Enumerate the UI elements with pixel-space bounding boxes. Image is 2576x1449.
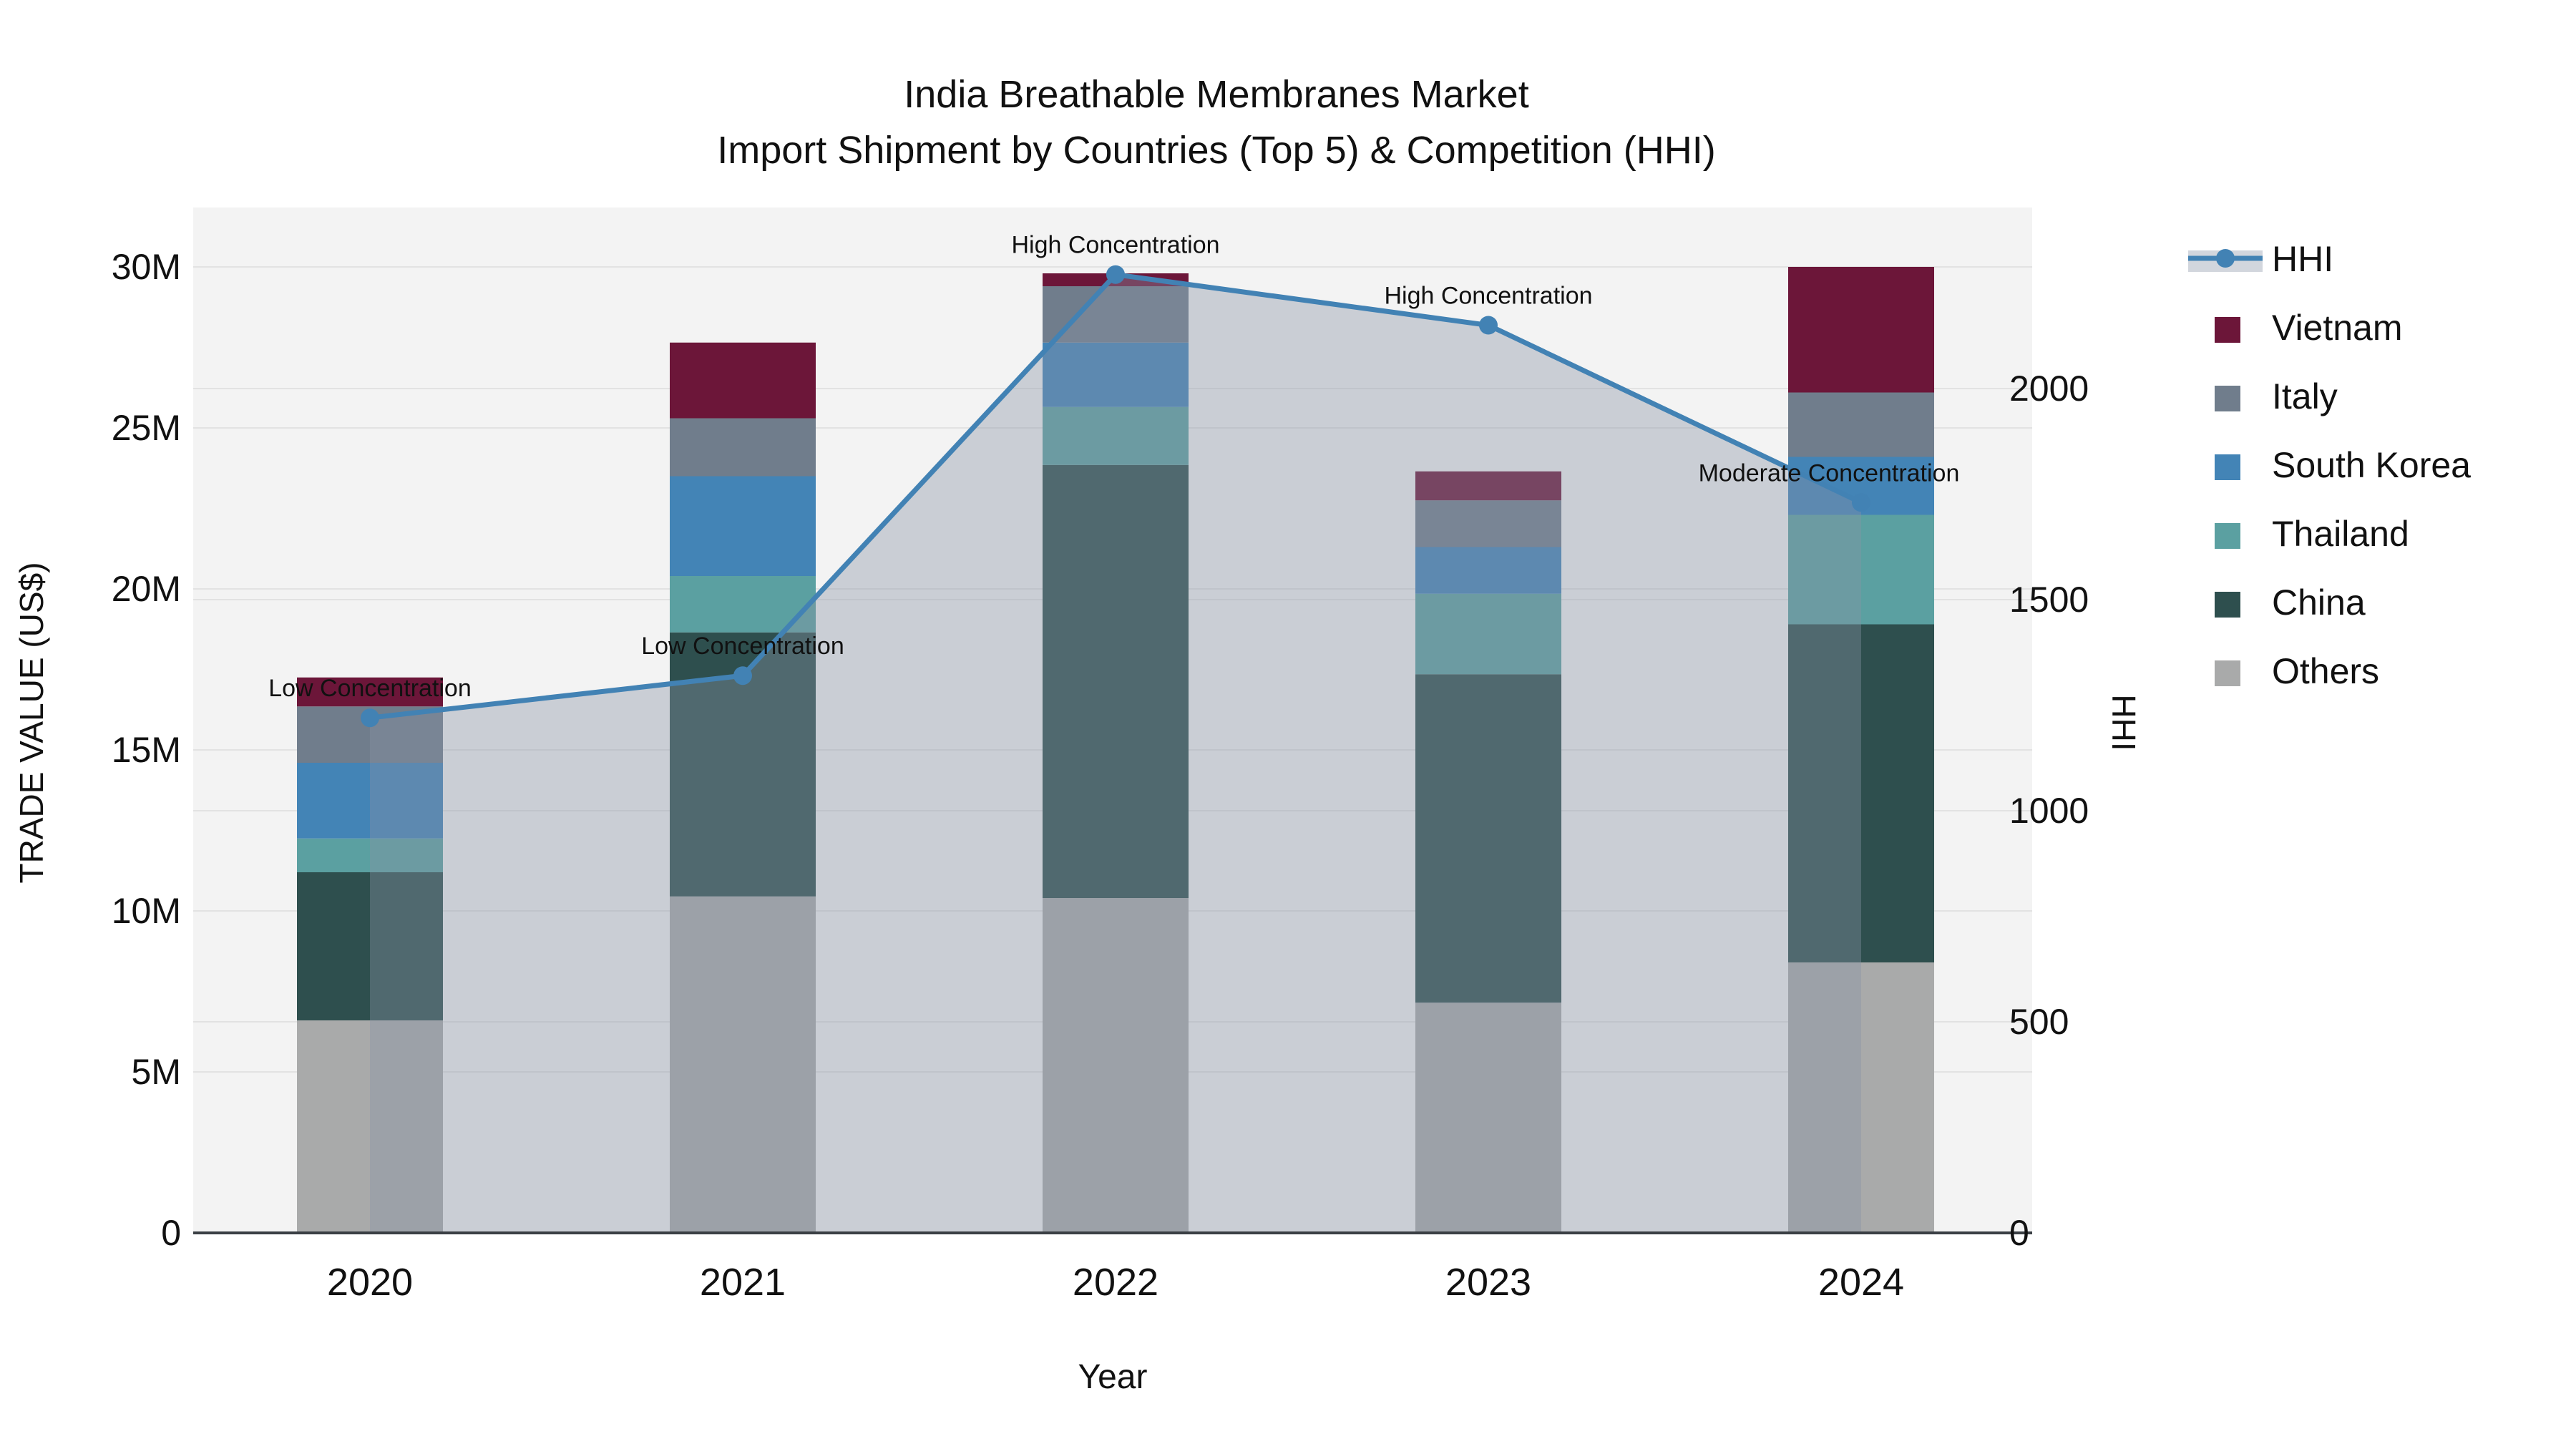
legend-swatch-italy [2215,386,2240,411]
hhi-area-fill [370,274,1861,1234]
bar-segment-vietnam-2021[interactable] [670,342,816,419]
legend-swatch-thailand [2215,523,2240,549]
legend-item-vietnam[interactable]: Vietnam [2215,308,2403,348]
hhi-marker-2021[interactable] [733,666,752,686]
legend-item-china[interactable]: China [2215,582,2366,623]
hhi-marker-2023[interactable] [1479,316,1498,335]
bar-segment-thailand-2024[interactable] [1788,514,1934,625]
y-axis-left-title: TRADE VALUE (US$) [13,562,50,883]
x-tick-2022[interactable]: 2022 [1073,1261,1158,1304]
legend-item-thailand[interactable]: Thailand [2215,514,2409,554]
annotation-2024: Moderate Concentration [1699,459,1960,487]
bar-segment-vietnam-2020[interactable] [297,677,443,707]
bar-segment-italy-2024[interactable] [1788,392,1934,457]
bar-segment-south-korea-2023[interactable] [1415,547,1561,594]
chart-title-line2: Import Shipment by Countries (Top 5) & C… [717,129,1716,172]
y-left-tick: 30M [112,247,181,287]
legend-swatch-china [2215,592,2240,618]
bar-segment-china-2023[interactable] [1415,674,1561,1003]
bar-segment-others-2021[interactable] [670,896,816,1233]
legend-label: Thailand [2272,514,2409,554]
bar-segment-italy-2023[interactable] [1415,500,1561,547]
bar-segment-thailand-2023[interactable] [1415,593,1561,675]
legend-label: South Korea [2272,445,2471,485]
legend-swatch-vietnam [2215,317,2240,343]
legend-label: HHI [2272,239,2333,279]
y-right-tick: 0 [2009,1213,2029,1253]
legend-swatch-south-korea [2215,454,2240,480]
x-tick-2021[interactable]: 2021 [700,1261,786,1304]
y-left-tick: 10M [112,891,181,931]
legend-item-italy[interactable]: Italy [2215,376,2338,416]
legend-label: China [2272,582,2366,623]
annotation-2023: High Concentration [1384,283,1592,310]
bar-segment-vietnam-2024[interactable] [1788,267,1934,393]
y-left-tick: 15M [112,730,181,770]
bar-segment-china-2024[interactable] [1788,624,1934,963]
legend-label: Vietnam [2272,308,2403,348]
hhi-marker-2020[interactable] [361,708,379,728]
bar-segment-china-2020[interactable] [297,872,443,1020]
x-axis-title: Year [1078,1358,1148,1396]
bar-segment-south-korea-2021[interactable] [670,476,816,577]
bar-segment-south-korea-2020[interactable] [297,763,443,839]
chart-title-line1: India Breathable Membranes Market [904,73,1528,116]
y-right-tick: 1000 [2009,791,2089,831]
legend-swatch-others [2215,660,2240,686]
bar-segment-thailand-2020[interactable] [297,838,443,872]
y-left-tick: 5M [132,1052,181,1092]
hhi-marker-2024[interactable] [1852,493,1870,512]
bar-segment-italy-2022[interactable] [1043,286,1189,343]
bar-segment-china-2022[interactable] [1043,464,1189,898]
legend-item-hhi[interactable]: HHI [2188,239,2333,279]
legend-label: Others [2272,651,2379,691]
bar-segment-thailand-2022[interactable] [1043,406,1189,465]
annotation-2020: Low Concentration [268,675,472,702]
y-right-tick: 1500 [2009,580,2089,620]
legend-label: Italy [2272,376,2338,416]
legend-item-south-korea[interactable]: South Korea [2215,445,2471,485]
x-tick-2024[interactable]: 2024 [1818,1261,1904,1304]
x-tick-2023[interactable]: 2023 [1445,1261,1531,1304]
bar-segment-italy-2021[interactable] [670,418,816,477]
bar-segment-others-2022[interactable] [1043,898,1189,1233]
legend-item-others[interactable]: Others [2215,651,2379,691]
bar-segment-south-korea-2022[interactable] [1043,342,1189,407]
hhi-marker-2022[interactable] [1106,265,1125,284]
annotation-2022: High Concentration [1011,232,1219,259]
y-axis-right-title: HHI [2105,694,2142,751]
y-left-tick: 25M [112,408,181,448]
bar-segment-others-2020[interactable] [297,1020,443,1233]
x-tick-2020[interactable]: 2020 [327,1261,413,1304]
y-right-tick: 2000 [2009,369,2089,409]
annotation-2021: Low Concentration [641,633,844,660]
y-left-tick: 20M [112,569,181,609]
y-right-tick: 500 [2009,1002,2069,1042]
legend-hhi-marker [2216,249,2235,268]
bar-segment-others-2024[interactable] [1788,962,1934,1233]
bar-segment-vietnam-2023[interactable] [1415,471,1561,501]
y-left-tick: 0 [161,1213,181,1253]
bar-segment-others-2023[interactable] [1415,1002,1561,1233]
